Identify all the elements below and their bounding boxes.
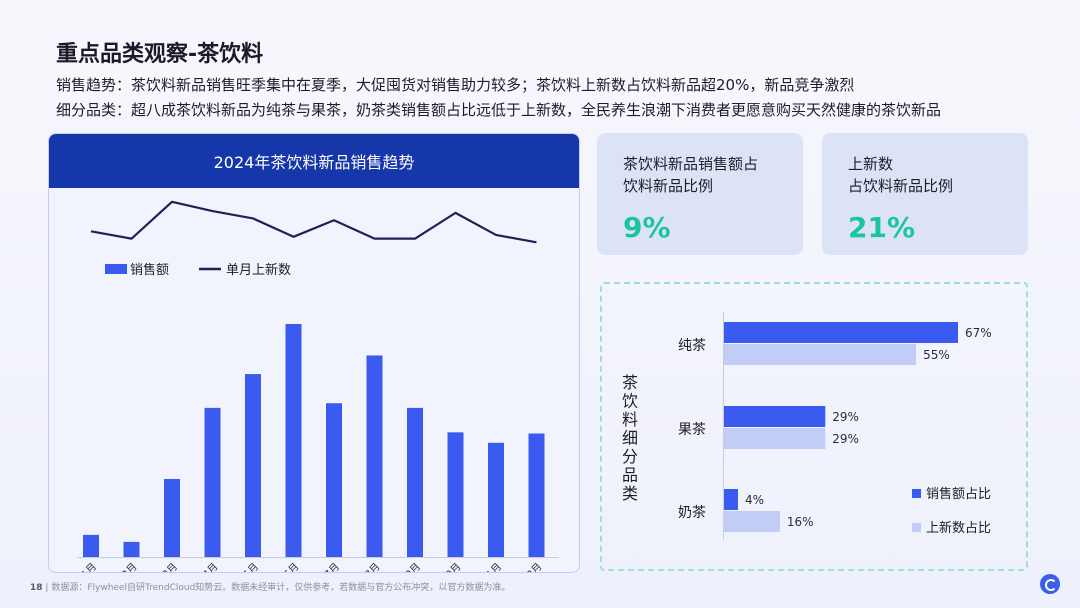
legend-sales-share-swatch xyxy=(912,489,921,498)
trend-chart-title: 2024年茶饮料新品销售趋势 xyxy=(49,134,579,188)
subtitle-subcategory: 细分品类：超八成茶饮料新品为纯茶与果茶，奶茶类销售额占比远低于上新数，全民养生浪… xyxy=(56,101,942,119)
launch-share-label: 上新数 占饮料新品比例 xyxy=(848,153,953,197)
sales-share-label-line1: 茶饮料新品销售额占 xyxy=(623,155,759,173)
sales-bar-7 xyxy=(326,403,342,557)
footer-source: 数据源：Flywheel自研TrendCloud知势云。数据未经审计，仅供参考，… xyxy=(51,583,511,593)
legend-sales-share-label: 销售额占比 xyxy=(926,486,991,502)
launch-share-label-line2: 占饮料新品比例 xyxy=(848,177,954,195)
sales-share-bar-label-1: 67% xyxy=(965,326,992,340)
sales-bar-6 xyxy=(285,324,302,557)
x-tick-label-4: 2024年4月 xyxy=(175,560,221,572)
launch-count-line xyxy=(90,200,537,244)
sales-bar-2 xyxy=(123,541,140,557)
trend-chart-panel: 2024年茶饮料新品销售趋势 销售额单月上新数2024年1月2024年2月202… xyxy=(48,133,580,573)
sales-share-label-line2: 饮料新品比例 xyxy=(623,177,714,195)
launch-share-bar-3 xyxy=(724,511,780,532)
sales-bar-3 xyxy=(164,478,180,557)
x-tick-label-7: 2024年7月 xyxy=(296,560,342,572)
category-label-1: 纯茶 xyxy=(678,338,706,354)
sales-bar-5 xyxy=(245,374,261,557)
category-label-3: 奶茶 xyxy=(678,505,706,521)
sales-share-bar-label-2: 29% xyxy=(832,410,859,424)
sales-bar-9 xyxy=(407,407,423,557)
category-label-2: 果茶 xyxy=(678,422,706,438)
launch-share-bar-label-1: 55% xyxy=(923,348,950,362)
sales-bar-10 xyxy=(447,432,464,557)
sales-bar-1 xyxy=(83,534,99,557)
footer: 18 | 数据源：Flywheel自研TrendCloud知势云。数据未经审计，… xyxy=(30,580,510,593)
legend-sales-swatch xyxy=(105,264,127,274)
launch-share-bar-label-2: 29% xyxy=(832,432,859,446)
legend-launch-share-swatch xyxy=(912,523,921,532)
subcategory-axis-title: 茶饮料细分品类 xyxy=(622,373,638,503)
sales-share-value: 9% xyxy=(623,211,671,244)
page-title: 重点品类观察-茶饮料 xyxy=(56,42,264,67)
launch-share-label-line1: 上新数 xyxy=(848,155,894,173)
sales-share-bar-3 xyxy=(724,489,738,510)
x-tick-label-1: 2024年1月 xyxy=(53,560,99,572)
launch-share-bar-2 xyxy=(724,428,826,449)
sales-bar-4 xyxy=(204,407,221,557)
x-tick-label-9: 2024年9月 xyxy=(377,560,423,572)
sales-share-bar-label-3: 4% xyxy=(745,493,764,507)
x-tick-label-5: 2024年5月 xyxy=(215,560,261,572)
subcategory-chart-panel: 茶饮料细分品类 纯茶 67% 55% 果茶 29% 29% 奶茶 4% 16% 销售额占比上新数占比 xyxy=(600,282,1028,571)
sales-bar-8 xyxy=(366,355,383,557)
trend-chart: 销售额单月上新数2024年1月2024年2月2024年3月2024年4月2024… xyxy=(53,200,559,572)
launch-share-bar-1 xyxy=(724,344,917,365)
legend-launch-share-label: 上新数占比 xyxy=(926,520,991,536)
launch-share-bar-label-3: 16% xyxy=(787,515,814,529)
subtitle-sales-trend: 销售趋势：茶饮料新品销售旺季集中在夏季，大促囤货对销售助力较多；茶饮料上新数占饮… xyxy=(56,76,855,94)
legend-launch-label: 单月上新数 xyxy=(226,262,291,278)
x-tick-label-3: 2024年3月 xyxy=(134,560,180,572)
page-number: 18 xyxy=(30,583,43,593)
sales-share-label: 茶饮料新品销售额占 饮料新品比例 xyxy=(623,153,758,197)
footer-separator: | xyxy=(45,583,49,593)
legend-sales-label: 销售额 xyxy=(130,262,169,278)
launch-share-card: 上新数 占饮料新品比例 21% xyxy=(822,133,1028,255)
sales-share-bar-1 xyxy=(724,322,958,343)
sales-share-bar-2 xyxy=(724,406,826,427)
sales-bar-11 xyxy=(488,442,504,557)
sales-bar-12 xyxy=(528,433,545,557)
x-tick-label-2: 2024年2月 xyxy=(94,560,140,572)
launch-share-value: 21% xyxy=(848,211,916,244)
sales-share-card: 茶饮料新品销售额占 饮料新品比例 9% xyxy=(597,133,803,255)
x-tick-label-8: 2024年8月 xyxy=(337,560,383,572)
x-tick-label-6: 2024年6月 xyxy=(256,560,302,572)
brand-logo-icon xyxy=(1040,574,1060,594)
